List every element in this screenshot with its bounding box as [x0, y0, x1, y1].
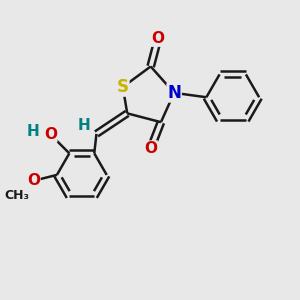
Text: CH₃: CH₃ — [5, 189, 30, 202]
Text: H: H — [78, 118, 91, 133]
Text: N: N — [167, 84, 181, 102]
Text: O: O — [144, 141, 157, 156]
Text: S: S — [117, 78, 129, 96]
Text: H: H — [26, 124, 39, 139]
Text: O: O — [44, 127, 57, 142]
Text: O: O — [152, 31, 164, 46]
Text: O: O — [27, 173, 40, 188]
